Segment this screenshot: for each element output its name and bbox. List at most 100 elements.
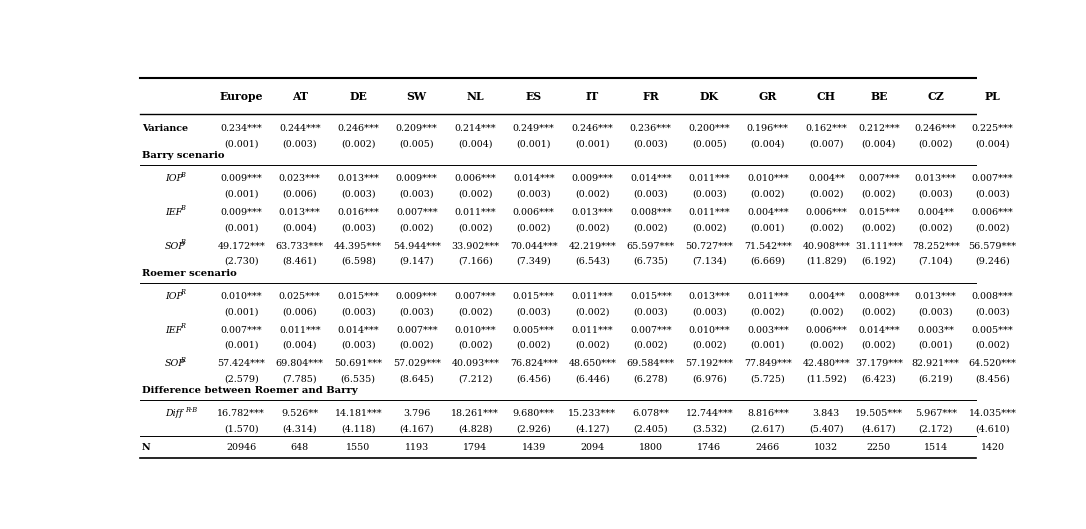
Text: 0.007***: 0.007*** [454, 292, 496, 301]
Text: 57.029***: 57.029*** [393, 359, 441, 368]
Text: 9.526**: 9.526** [281, 409, 318, 418]
Text: 0.007***: 0.007*** [858, 175, 899, 184]
Text: 0.006***: 0.006*** [806, 325, 847, 334]
Text: 0.162***: 0.162*** [806, 124, 847, 133]
Text: (0.002): (0.002) [919, 223, 954, 232]
Text: (0.004): (0.004) [975, 140, 1010, 149]
Text: (0.003): (0.003) [341, 307, 376, 316]
Text: 0.015***: 0.015*** [513, 292, 555, 301]
Text: R: R [180, 322, 185, 330]
Text: (4.127): (4.127) [574, 425, 609, 434]
Text: 0.010***: 0.010*** [454, 325, 496, 334]
Text: (7.785): (7.785) [282, 375, 317, 384]
Text: (0.002): (0.002) [458, 190, 492, 199]
Text: (4.167): (4.167) [400, 425, 434, 434]
Text: 0.013***: 0.013*** [279, 208, 320, 217]
Text: Variance: Variance [141, 124, 188, 133]
Text: 0.015***: 0.015*** [338, 292, 379, 301]
Text: 0.004***: 0.004*** [747, 208, 788, 217]
Text: 0.003**: 0.003** [918, 325, 955, 334]
Text: ES: ES [526, 91, 542, 102]
Text: 0.200***: 0.200*** [689, 124, 730, 133]
Text: (0.003): (0.003) [692, 190, 727, 199]
Text: B: B [180, 204, 185, 212]
Text: CZ: CZ [927, 91, 944, 102]
Text: (0.004): (0.004) [750, 140, 785, 149]
Text: 57.424***: 57.424*** [217, 359, 265, 368]
Text: (0.004): (0.004) [282, 341, 317, 350]
Text: 3.843: 3.843 [812, 409, 839, 418]
Text: R-B: R-B [185, 406, 197, 414]
Text: 0.009***: 0.009*** [571, 175, 614, 184]
Text: (0.002): (0.002) [517, 341, 551, 350]
Text: N: N [141, 443, 150, 452]
Text: 0.009***: 0.009*** [396, 175, 438, 184]
Text: (0.002): (0.002) [633, 223, 668, 232]
Text: (6.598): (6.598) [341, 257, 376, 266]
Text: (0.001): (0.001) [919, 341, 954, 350]
Text: R: R [180, 288, 185, 296]
Text: 0.010***: 0.010*** [747, 175, 788, 184]
Text: 31.111***: 31.111*** [855, 242, 902, 251]
Text: (6.278): (6.278) [633, 375, 668, 384]
Text: (0.002): (0.002) [458, 341, 492, 350]
Text: 15.233***: 15.233*** [568, 409, 616, 418]
Text: 12.744***: 12.744*** [685, 409, 733, 418]
Text: (8.456): (8.456) [975, 375, 1010, 384]
Text: 0.007***: 0.007*** [220, 325, 262, 334]
Text: 40.093***: 40.093*** [452, 359, 500, 368]
Text: 16.782***: 16.782*** [217, 409, 265, 418]
Text: BE: BE [870, 91, 887, 102]
Text: 63.733***: 63.733*** [276, 242, 324, 251]
Text: 0.010***: 0.010*** [689, 325, 730, 334]
Text: (6.446): (6.446) [574, 375, 609, 384]
Text: (0.002): (0.002) [750, 190, 785, 199]
Text: 0.015***: 0.015*** [858, 208, 900, 217]
Text: 0.236***: 0.236*** [630, 124, 672, 133]
Text: 77.849***: 77.849*** [744, 359, 792, 368]
Text: (8.645): (8.645) [400, 375, 434, 384]
Text: 65.597***: 65.597*** [627, 242, 674, 251]
Text: 2250: 2250 [867, 443, 891, 452]
Text: (9.147): (9.147) [400, 257, 434, 266]
Text: (0.006): (0.006) [282, 307, 317, 316]
Text: 76.824***: 76.824*** [509, 359, 557, 368]
Text: 57.192***: 57.192*** [685, 359, 733, 368]
Text: 0.013***: 0.013*** [571, 208, 614, 217]
Text: 0.008***: 0.008*** [630, 208, 671, 217]
Text: 50.727***: 50.727*** [685, 242, 733, 251]
Text: (0.003): (0.003) [517, 307, 551, 316]
Text: 0.246***: 0.246*** [338, 124, 379, 133]
Text: 0.008***: 0.008*** [858, 292, 899, 301]
Text: (0.002): (0.002) [574, 190, 609, 199]
Text: 0.244***: 0.244*** [279, 124, 320, 133]
Text: (7.349): (7.349) [516, 257, 551, 266]
Text: (7.212): (7.212) [458, 375, 492, 384]
Text: R: R [180, 355, 185, 363]
Text: 0.014***: 0.014*** [858, 325, 899, 334]
Text: 1746: 1746 [697, 443, 721, 452]
Text: (2.172): (2.172) [919, 425, 954, 434]
Text: 48.650***: 48.650*** [568, 359, 616, 368]
Text: Barry scenario: Barry scenario [141, 151, 224, 160]
Text: (0.002): (0.002) [517, 223, 551, 232]
Text: (0.002): (0.002) [574, 307, 609, 316]
Text: (4.828): (4.828) [458, 425, 492, 434]
Text: 9.680***: 9.680*** [513, 409, 555, 418]
Text: 0.249***: 0.249*** [513, 124, 555, 133]
Text: 69.584***: 69.584*** [627, 359, 674, 368]
Text: Roemer scenario: Roemer scenario [141, 269, 237, 278]
Text: 0.014***: 0.014*** [630, 175, 671, 184]
Text: (0.001): (0.001) [224, 307, 258, 316]
Text: (8.461): (8.461) [282, 257, 317, 266]
Text: IEF: IEF [165, 325, 182, 334]
Text: (5.407): (5.407) [809, 425, 844, 434]
Text: (4.314): (4.314) [282, 425, 317, 434]
Text: 0.006***: 0.006*** [513, 208, 555, 217]
Text: (0.004): (0.004) [282, 223, 317, 232]
Text: 0.011***: 0.011*** [689, 208, 730, 217]
Text: 54.944***: 54.944*** [393, 242, 441, 251]
Text: 0.004**: 0.004** [808, 292, 845, 301]
Text: 0.009***: 0.009*** [220, 208, 262, 217]
Text: 0.009***: 0.009*** [220, 175, 262, 184]
